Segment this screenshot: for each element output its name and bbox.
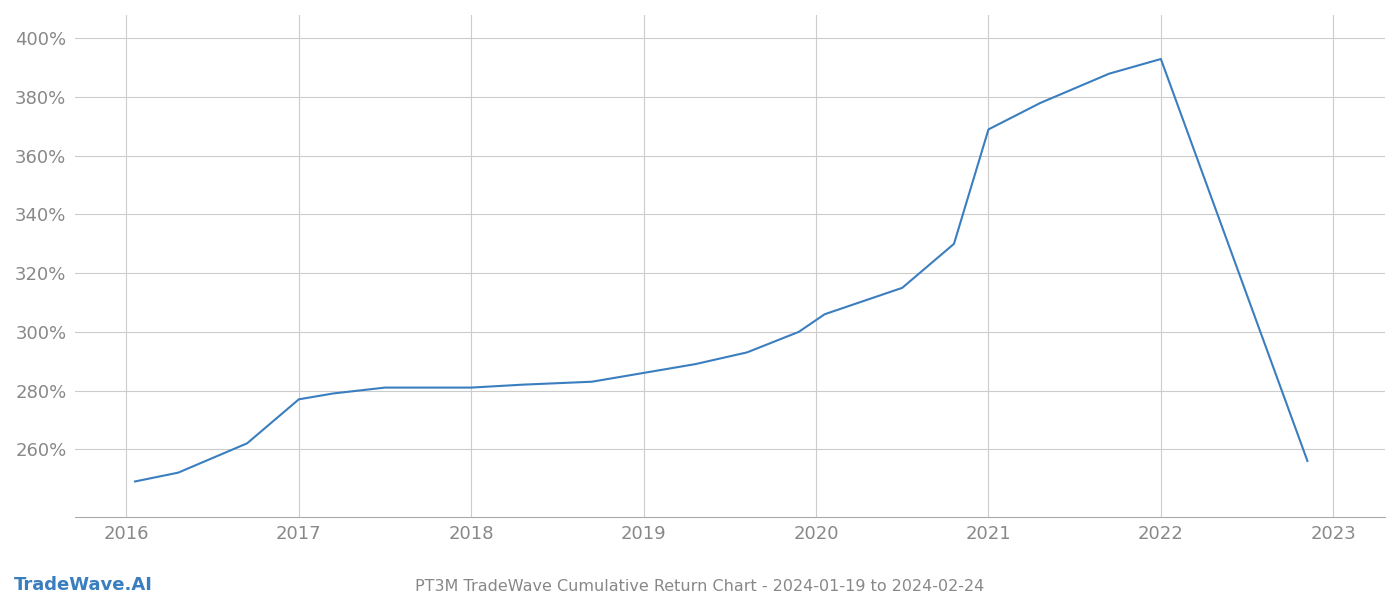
Text: TradeWave.AI: TradeWave.AI [14,576,153,594]
Text: PT3M TradeWave Cumulative Return Chart - 2024-01-19 to 2024-02-24: PT3M TradeWave Cumulative Return Chart -… [416,579,984,594]
